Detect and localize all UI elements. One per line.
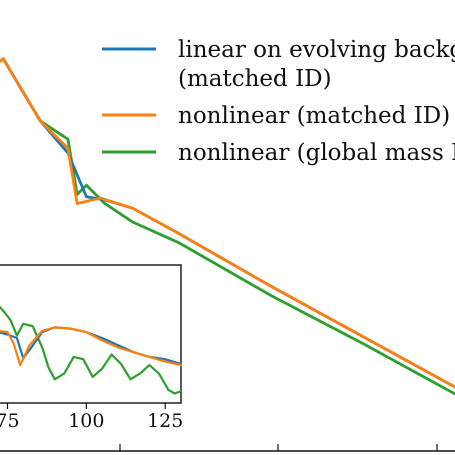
legend-label-2-line-0: nonlinear (global mass ID) [178,140,455,166]
legend: linear on evolving backgrou (matched ID) n… [102,37,455,166]
inset-x-tick-label: 125 [147,410,183,432]
inset-ticks-group: 75 100 125 [0,403,183,432]
main-series-line-1 [0,57,455,389]
legend-label-0-line-0: linear on evolving backgrou [178,37,455,63]
inset-panel: 75 100 125 [0,264,183,432]
inset-series-group [0,305,183,395]
legend-label-0-line-1: (matched ID) [178,66,332,92]
inset-series-line-1 [0,326,183,367]
main-series-group [0,57,455,396]
inset-x-tick-label: 100 [68,410,104,432]
inset-x-tick-label: 75 [0,410,20,432]
legend-label-1-line-0: nonlinear (matched ID) [178,103,450,129]
inset-series-line-2 [0,305,183,395]
